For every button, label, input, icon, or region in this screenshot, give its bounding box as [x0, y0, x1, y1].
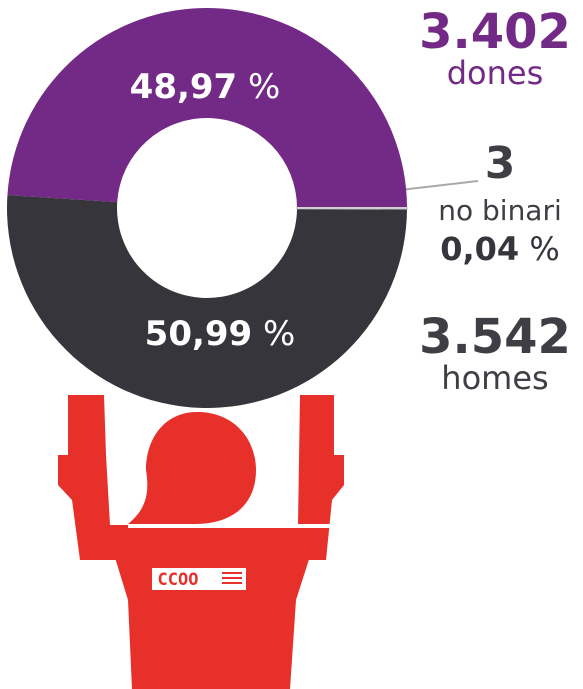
- percent-value: 0,04: [440, 230, 519, 268]
- percent-unit: %: [529, 230, 559, 268]
- percent-label: 50,99 %: [145, 314, 296, 354]
- percent-label: 0,04 %: [440, 230, 560, 268]
- category-label: homes: [441, 359, 548, 397]
- figure: [58, 395, 344, 689]
- logo: CCOO: [158, 570, 199, 590]
- count-label: 3: [485, 138, 516, 189]
- leader-line: [399, 180, 479, 191]
- head: [128, 412, 256, 524]
- left-arm: [58, 395, 150, 560]
- donut-slice: [6, 195, 407, 409]
- count-label: 3.542: [419, 309, 571, 365]
- category-label: dones: [447, 54, 544, 92]
- count-label: 3.402: [419, 4, 571, 60]
- head: [128, 524, 330, 528]
- category-label: no binari: [438, 194, 562, 227]
- percent-unit: %: [248, 67, 280, 107]
- donut: [6, 8, 409, 409]
- donut-slice: [7, 8, 408, 208]
- percent-value: 50,99: [145, 314, 253, 354]
- percent-value: 48,97: [130, 67, 238, 107]
- percent-label: 48,97 %: [130, 67, 281, 107]
- logo-stripes: [222, 572, 242, 584]
- torso: [105, 525, 320, 689]
- donut-slice: [295, 207, 409, 210]
- right-arm: [255, 395, 344, 560]
- percent-unit: %: [263, 314, 295, 354]
